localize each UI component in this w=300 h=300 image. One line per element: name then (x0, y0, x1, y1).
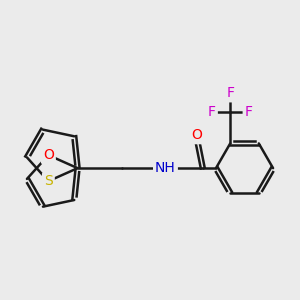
Text: F: F (245, 105, 253, 119)
Text: S: S (44, 174, 53, 188)
Text: O: O (43, 148, 54, 162)
Text: F: F (226, 86, 234, 100)
Text: NH: NH (155, 161, 176, 175)
Text: F: F (208, 105, 216, 119)
Text: O: O (191, 128, 202, 142)
